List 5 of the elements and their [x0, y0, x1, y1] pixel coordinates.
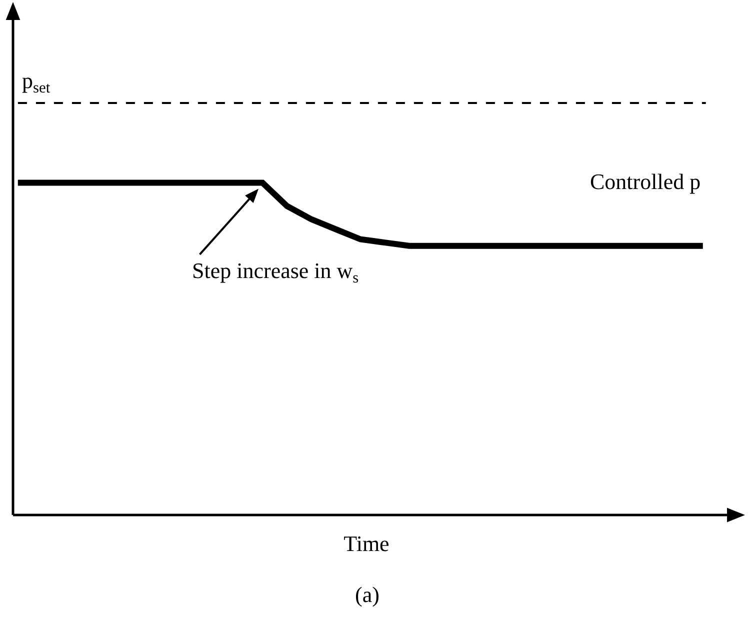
text: Controlled p: [590, 169, 701, 194]
x-axis-title: Time: [344, 530, 390, 556]
text: (a): [355, 582, 380, 607]
ref-line-label: p$_{set}$: [22, 68, 51, 97]
annotation: Step increase in w$_{s}$: [192, 258, 359, 287]
